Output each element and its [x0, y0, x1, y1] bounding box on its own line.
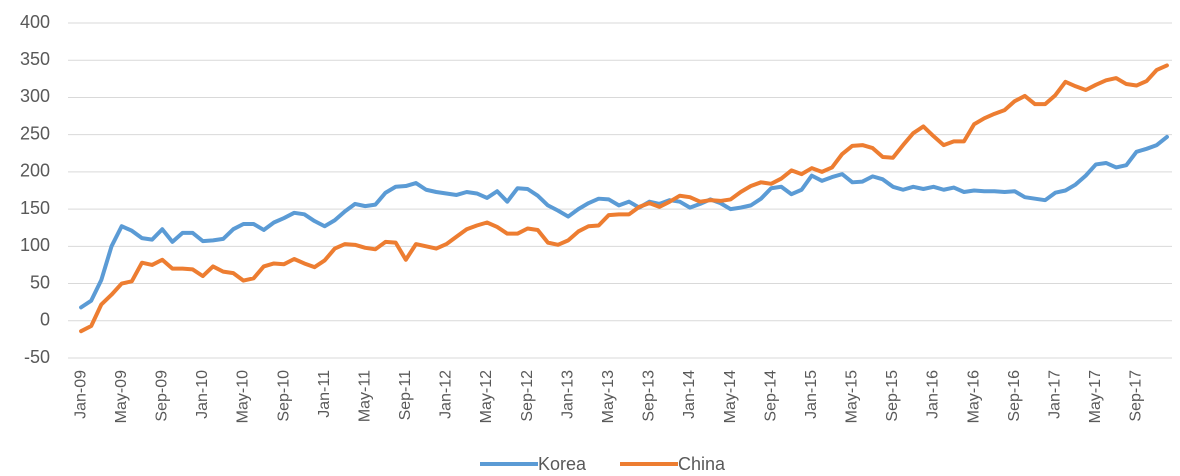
x-tick-label: Jan-17	[1047, 370, 1064, 419]
x-tick-label: May-09	[113, 370, 130, 423]
legend-label: China	[678, 454, 726, 474]
y-tick-label: 350	[20, 49, 50, 69]
x-tick-label: May-13	[600, 370, 617, 423]
x-tick-label: Sep-11	[397, 370, 414, 421]
x-tick-label: May-17	[1087, 370, 1104, 423]
x-tick-label: Jan-14	[681, 370, 698, 419]
x-tick-label: May-12	[478, 370, 495, 423]
legend-label: Korea	[538, 454, 587, 474]
x-tick-label: Jan-12	[438, 370, 455, 419]
x-tick-label: Jan-13	[559, 370, 576, 419]
line-series	[79, 134, 1169, 310]
x-tick-label: Sep-09	[153, 370, 170, 422]
x-tick-label: Jan-11	[316, 370, 333, 418]
x-tick-label: May-11	[356, 370, 373, 422]
y-tick-label: 0	[40, 310, 50, 330]
x-tick-label: Jan-09	[72, 370, 89, 419]
x-tick-label: Sep-15	[884, 370, 901, 422]
y-tick-label: -50	[24, 347, 50, 367]
y-tick-label: 150	[20, 198, 50, 218]
x-tick-label: Jan-15	[803, 370, 820, 419]
y-tick-label: 250	[20, 123, 50, 143]
x-tick-label: Sep-17	[1128, 370, 1145, 422]
x-tick-label: Jan-10	[194, 370, 211, 419]
y-tick-label: 400	[20, 12, 50, 32]
x-tick-label: Sep-10	[275, 370, 292, 422]
x-tick-label: Sep-13	[641, 370, 658, 422]
y-tick-label: 300	[20, 86, 50, 106]
x-tick-label: May-10	[235, 370, 252, 423]
x-tick-label: Sep-14	[762, 370, 779, 422]
y-tick-label: 200	[20, 161, 50, 181]
x-tick-label: Sep-12	[519, 370, 536, 422]
x-tick-label: Jan-16	[925, 370, 942, 419]
x-tick-label: May-16	[965, 370, 982, 423]
x-tick-label: May-14	[722, 370, 739, 423]
x-tick-label: May-15	[844, 370, 861, 423]
y-tick-label: 100	[20, 235, 50, 255]
y-tick-label: 50	[30, 272, 50, 292]
x-tick-label: Sep-16	[1006, 370, 1023, 422]
line-series	[79, 63, 1169, 334]
